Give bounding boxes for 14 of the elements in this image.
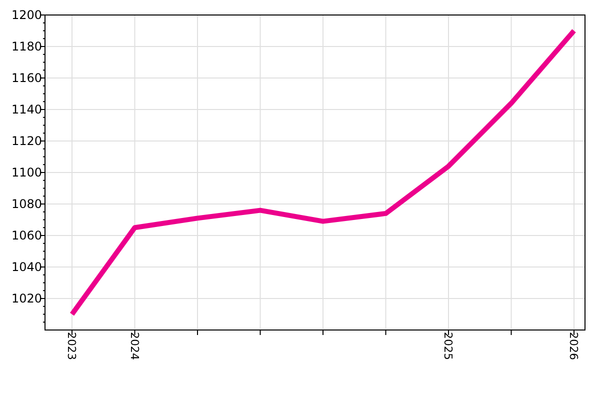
- y-tick-label: 1200: [11, 8, 42, 22]
- y-tick-label: 1160: [11, 71, 42, 86]
- y-tick-label: 1140: [11, 102, 42, 117]
- x-tick-label: 2025: [442, 332, 455, 360]
- x-tick-label: 2024: [128, 332, 141, 360]
- y-tick-label: 1040: [11, 260, 42, 274]
- y-tick-label: 1120: [11, 134, 42, 148]
- x-tick-label: 2023: [65, 332, 78, 360]
- y-tick-label: 1180: [11, 40, 42, 54]
- y-tick-label: 1080: [11, 197, 42, 212]
- x-tick-label: 2026: [567, 332, 580, 360]
- y-tick-label: 1060: [11, 228, 42, 243]
- y-tick-label: 1020: [11, 292, 42, 306]
- y-tick-label: 1100: [11, 166, 42, 180]
